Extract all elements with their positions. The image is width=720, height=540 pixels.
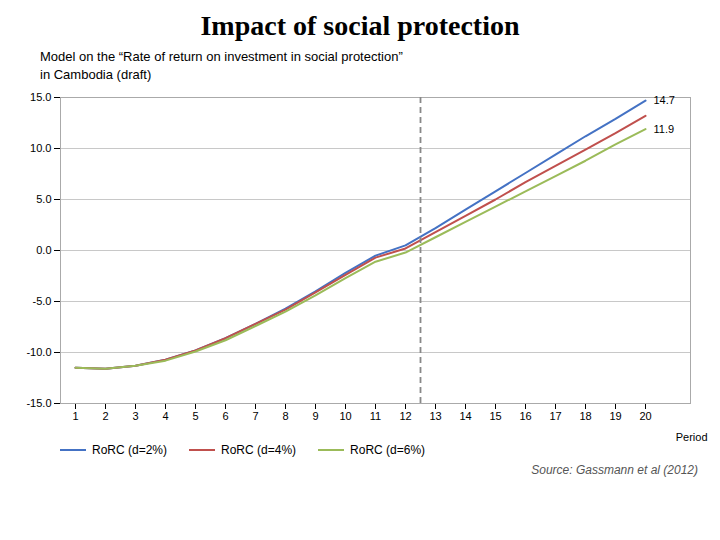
html-text:RoRC (d=2%): RoRC (d=2%) bbox=[92, 443, 167, 458]
svg-text:4: 4 bbox=[162, 410, 168, 422]
svg-text:20: 20 bbox=[639, 410, 651, 422]
svg-text:0.0: 0.0 bbox=[36, 244, 51, 256]
svg-text:3: 3 bbox=[132, 410, 138, 422]
svg-text:14: 14 bbox=[459, 410, 471, 422]
svg-text:6: 6 bbox=[222, 410, 228, 422]
html-text:in Cambodia (draft): in Cambodia (draft) bbox=[40, 66, 152, 82]
html-text:Impact of social protection: Impact of social protection bbox=[200, 10, 520, 41]
svg-text:19: 19 bbox=[609, 410, 621, 422]
svg-text:18: 18 bbox=[579, 410, 591, 422]
svg-text:8: 8 bbox=[282, 410, 288, 422]
svg-text:Period: Period bbox=[676, 431, 708, 443]
svg-text:7: 7 bbox=[252, 410, 258, 422]
svg-text:-5.0: -5.0 bbox=[33, 295, 52, 307]
html-text:RoRC (d=6%): RoRC (d=6%) bbox=[350, 443, 426, 458]
svg-text:-15.0: -15.0 bbox=[26, 397, 51, 409]
svg-text:11: 11 bbox=[370, 410, 381, 422]
html-text:RoRC (d=4%): RoRC (d=4%) bbox=[221, 443, 297, 458]
svg-text:13: 13 bbox=[429, 410, 441, 422]
svg-text:16: 16 bbox=[519, 410, 531, 422]
svg-text:5: 5 bbox=[192, 410, 198, 422]
svg-text:15: 15 bbox=[489, 410, 501, 422]
svg-text:17: 17 bbox=[549, 410, 561, 422]
html-text:Source: Gassmann et al (2012): Source: Gassmann et al (2012) bbox=[531, 463, 698, 478]
svg-text:-10.0: -10.0 bbox=[26, 346, 51, 358]
svg-text:10: 10 bbox=[339, 410, 351, 422]
svg-text:9: 9 bbox=[312, 410, 318, 422]
svg-text:12: 12 bbox=[399, 410, 411, 422]
svg-text:14.7: 14.7 bbox=[654, 94, 675, 106]
svg-text:5.0: 5.0 bbox=[36, 193, 51, 205]
svg-text:15.0: 15.0 bbox=[30, 91, 51, 103]
svg-text:11.9: 11.9 bbox=[654, 123, 675, 135]
svg-text:2: 2 bbox=[102, 410, 108, 422]
svg-text:1: 1 bbox=[72, 410, 78, 422]
html-text:Model on the “Rate of return o: Model on the “Rate of return on investme… bbox=[40, 49, 403, 64]
svg-text:10.0: 10.0 bbox=[30, 142, 51, 154]
